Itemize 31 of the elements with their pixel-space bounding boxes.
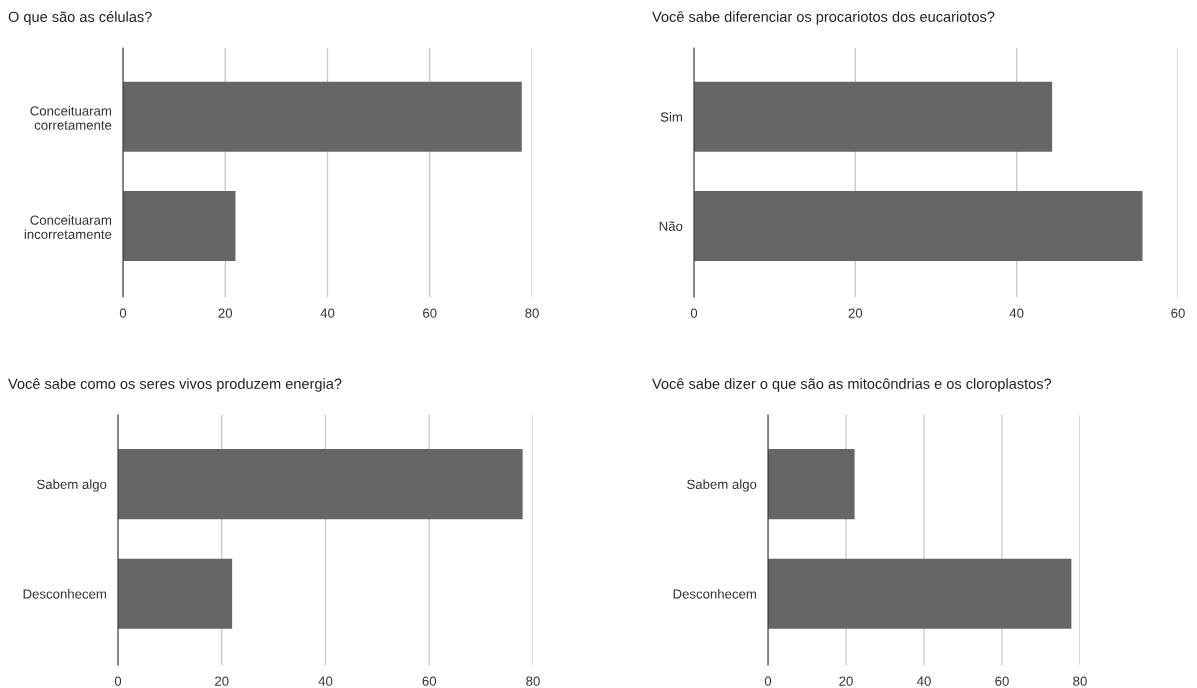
x-tick-label: 40: [320, 308, 335, 318]
chart-title: Você sabe diferenciar os procariotos dos eucariotos?: [652, 11, 995, 25]
x-tick-label: 60: [422, 676, 437, 686]
y-tick-label: Conceituaram incorretamente: [24, 215, 112, 239]
y-tick-label: Desconhecem: [673, 588, 757, 599]
x-tick-label: 0: [119, 308, 127, 318]
x-tick-label: 80: [526, 676, 540, 686]
x-tick-label: 20: [218, 308, 233, 318]
y-tick-label: Conceituaram corretamente: [30, 105, 112, 130]
y-tick-label: Sabem algo: [687, 479, 757, 492]
x-tick-label: 60: [423, 308, 437, 318]
x-tick-label: 0: [114, 676, 122, 686]
x-tick-label: 20: [215, 676, 229, 686]
x-tick-label: 40: [1009, 308, 1024, 318]
y-tick-label: Sim: [660, 112, 683, 122]
x-tick-label: 60: [995, 676, 1009, 686]
y-tick-label: Não: [659, 221, 683, 231]
x-tick-label: 20: [839, 676, 853, 686]
y-tick-label: Desconhecem: [23, 588, 107, 599]
x-tick-label: 80: [525, 308, 539, 318]
x-tick-label: 0: [764, 676, 772, 686]
chart-title: Você sabe dizer o que são as mitocôndrias e os cloroplastos?: [652, 378, 1052, 392]
x-tick-label: 40: [318, 676, 333, 686]
chart-title: Você sabe como os seres vivos produzem energia?: [8, 378, 342, 392]
x-tick-label: 60: [1171, 308, 1185, 318]
x-tick-label: 40: [916, 676, 931, 686]
x-tick-label: 0: [690, 308, 698, 318]
y-tick-label: Sabem algo: [37, 479, 107, 492]
x-tick-label: 20: [848, 308, 863, 318]
chart-title: O que são as células?: [8, 11, 152, 25]
x-tick-label: 80: [1073, 676, 1087, 686]
